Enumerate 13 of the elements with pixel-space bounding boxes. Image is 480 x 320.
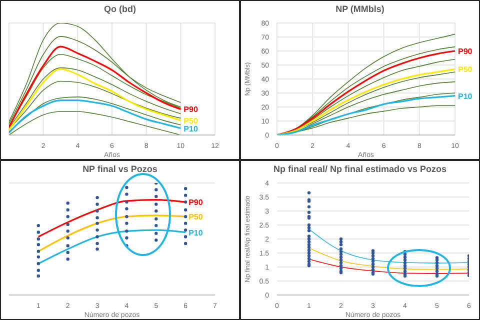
chart-title: NP final vs Pozos	[82, 163, 158, 176]
series-label: P50	[184, 116, 198, 126]
series-label: P50	[188, 212, 204, 222]
series-label: P90	[188, 198, 204, 208]
chart-title: NP (MMbls)	[334, 3, 386, 16]
chart-title: Qo (bd)	[103, 3, 137, 16]
series-label: P10	[458, 92, 473, 101]
series-label: P10	[184, 124, 198, 134]
series-label: P10	[188, 228, 204, 238]
series-label: P90	[184, 105, 198, 114]
series-label: P90	[458, 47, 473, 56]
series-label: P50	[458, 65, 473, 74]
chart-title: Np final real/ Np final estimado vs Pozos	[272, 163, 448, 176]
